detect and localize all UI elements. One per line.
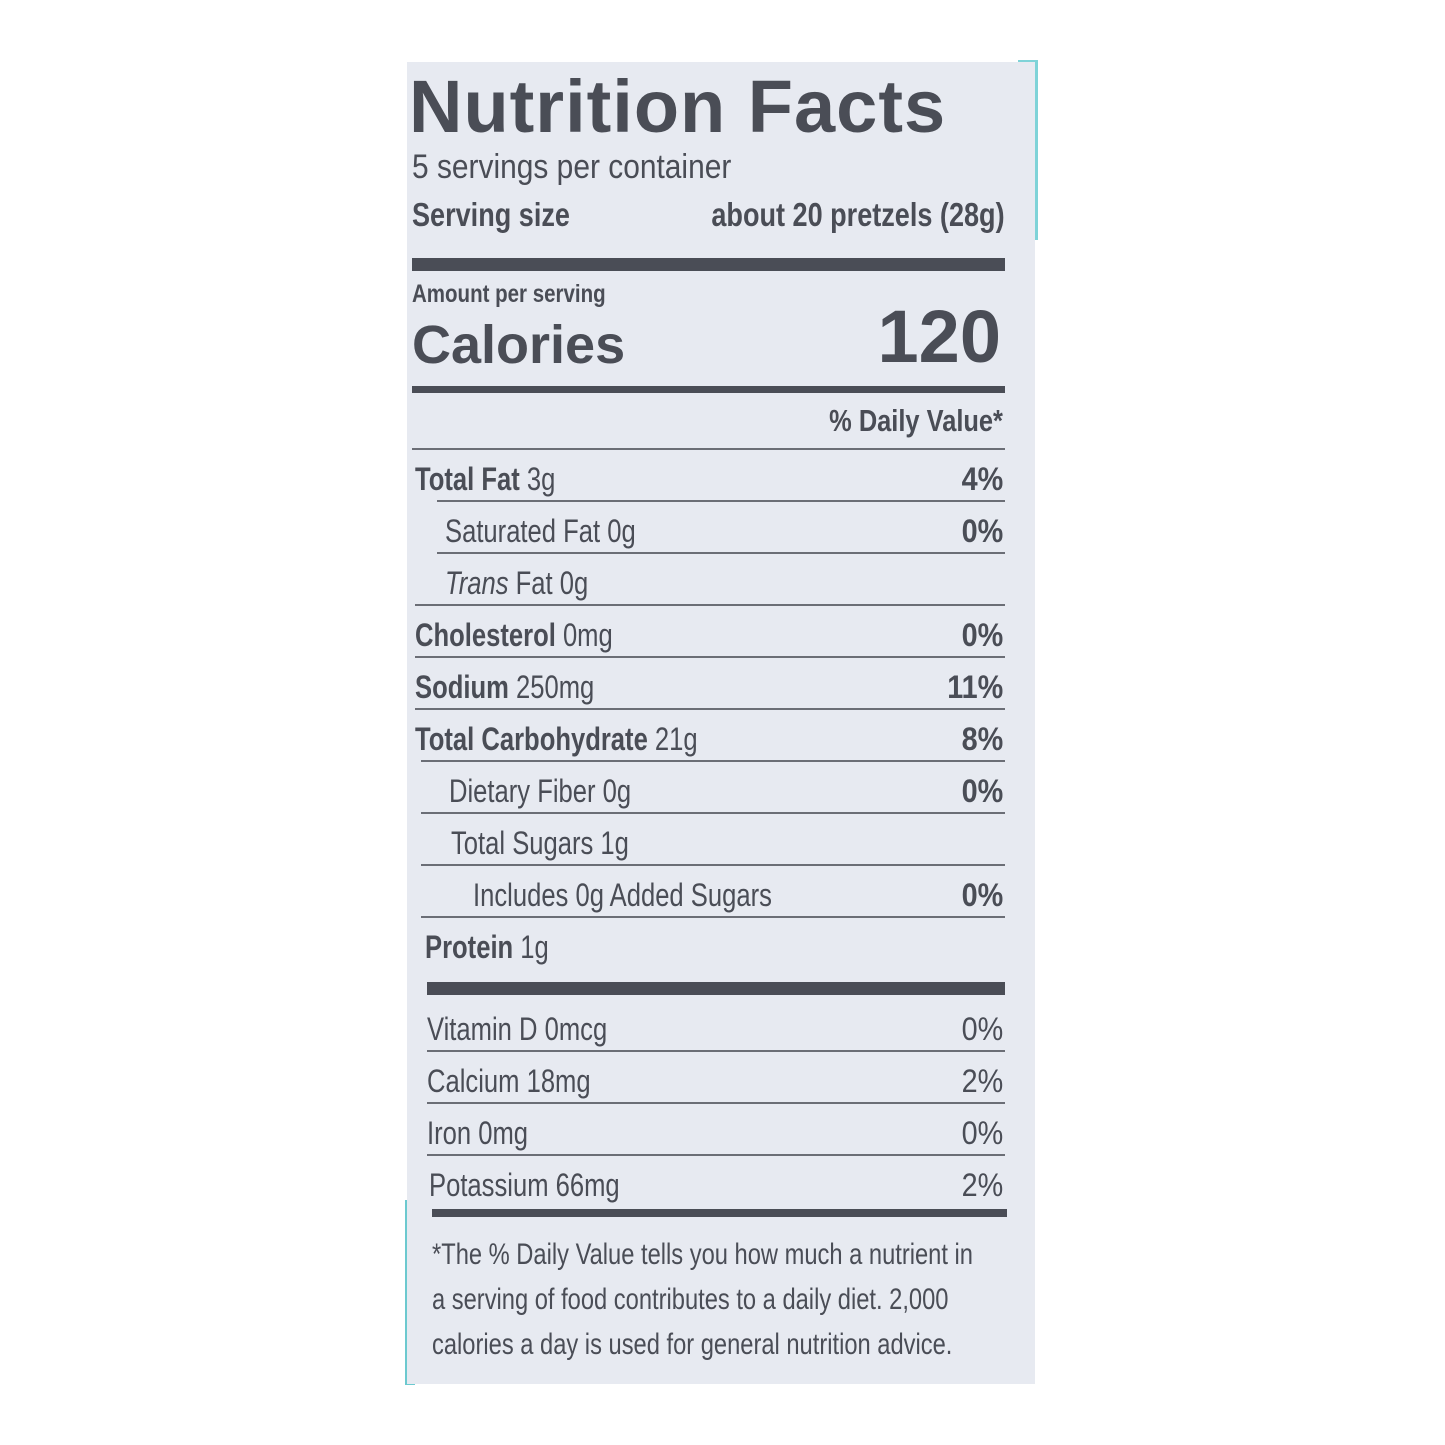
nutrient-dv: 4%: [961, 461, 1003, 497]
serving-size-label: Serving size: [412, 196, 570, 233]
nutrient-dv: 0%: [961, 773, 1003, 809]
nutrient-dv: 0%: [961, 877, 1003, 913]
nutrient-amount: 0g: [602, 773, 632, 809]
serving-size-value: about 20 pretzels (28g): [711, 196, 1005, 233]
nutrient-name: Sodium: [415, 669, 509, 705]
nutrient-amount: 21g: [654, 721, 698, 757]
vitamin-row-iron: Iron 0mg 0%: [407, 1106, 1035, 1156]
nutrient-row-cholesterol: Cholesterol 0mg 0%: [407, 608, 1035, 658]
vitamin-row-potassium: Potassium 66mg 2%: [407, 1158, 1035, 1208]
nutrient-amount: 0g: [607, 513, 636, 549]
nutrient-row-sodium: Sodium 250mg 11%: [407, 660, 1035, 710]
nutrient-row-protein: Protein 1g: [407, 920, 1035, 970]
divider-medium: [412, 386, 1005, 393]
footnote-line: a serving of food contributes to a daily…: [432, 1283, 949, 1316]
vitamin-name: Vitamin D: [427, 1011, 538, 1047]
nutrient-row-total-sugars: Total Sugars 1g: [407, 816, 1035, 866]
nutrient-name: Trans: [445, 565, 509, 601]
nutrient-row-total-fat: Total Fat 3g 4%: [407, 452, 1035, 502]
nutrient-amount: 1g: [600, 825, 629, 861]
nutrient-dv: 8%: [961, 721, 1003, 757]
calories-label: Calories: [412, 315, 626, 375]
nutrient-amount: 1g: [520, 929, 549, 965]
vitamin-amount: 66mg: [555, 1167, 620, 1203]
footnote-line: calories a day is used for general nutri…: [432, 1328, 953, 1361]
nutrient-name: Total Sugars: [451, 825, 594, 861]
nutrient-row-dietary-fiber: Dietary Fiber 0g 0%: [407, 764, 1035, 814]
calories-value: 120: [877, 295, 1001, 378]
footnote: *The % Daily Value tells you how much a …: [432, 1232, 1117, 1367]
vitamin-dv: 0%: [961, 1115, 1003, 1151]
divider-thick: [412, 258, 1005, 271]
nutrient-row-saturated-fat: Saturated Fat 0g 0%: [407, 504, 1035, 554]
nutrient-amount: Fat 0g: [515, 565, 589, 601]
nutrient-amount: 3g: [526, 461, 556, 497]
nutrient-amount: 250mg: [515, 669, 595, 705]
nutrition-facts-label: Nutrition Facts 5 servings per container…: [407, 62, 1035, 1384]
title: Nutrition Facts: [409, 65, 947, 148]
divider-medium: [432, 1209, 1007, 1217]
nutrient-row-trans-fat: Trans Fat 0g: [407, 556, 1035, 606]
nutrient-name: Total Fat: [415, 461, 520, 497]
vitamin-name: Potassium: [429, 1167, 549, 1203]
vitamin-amount: 0mg: [478, 1115, 529, 1151]
vitamin-amount: 18mg: [526, 1063, 591, 1099]
nutrient-dv: 0%: [961, 617, 1003, 653]
nutrient-row-added-sugars: Includes 0g Added Sugars 0%: [407, 868, 1035, 918]
vitamin-row-calcium: Calcium 18mg 2%: [407, 1054, 1035, 1104]
divider-thick: [427, 982, 1005, 995]
nutrient-amount: 0mg: [562, 617, 613, 653]
divider: [412, 448, 1005, 450]
vitamin-dv: 2%: [961, 1063, 1003, 1099]
daily-value-header: % Daily Value*: [829, 403, 1003, 438]
nutrient-name: Protein: [425, 929, 514, 965]
vitamin-dv: 0%: [961, 1011, 1003, 1047]
nutrient-row-total-carbohydrate: Total Carbohydrate 21g 8%: [407, 712, 1035, 762]
footnote-line: *The % Daily Value tells you how much a …: [432, 1238, 973, 1271]
nutrient-name: Cholesterol: [415, 617, 556, 653]
nutrient-dv: 11%: [946, 669, 1003, 705]
vitamin-name: Calcium: [427, 1063, 520, 1099]
nutrient-name: Includes 0g Added Sugars: [473, 877, 772, 913]
vitamin-amount: 0mcg: [544, 1011, 608, 1047]
amount-per-serving: Amount per serving: [412, 280, 606, 308]
vitamin-row-vitamin-d: Vitamin D 0mcg 0%: [407, 1002, 1035, 1052]
nutrient-name: Dietary Fiber: [449, 773, 596, 809]
nutrient-dv: 0%: [961, 513, 1003, 549]
servings-per-container: 5 servings per container: [412, 148, 732, 186]
vitamin-dv: 2%: [961, 1167, 1003, 1203]
nutrient-name: Total Carbohydrate: [415, 721, 648, 757]
nutrient-name: Saturated Fat: [445, 513, 601, 549]
vitamin-name: Iron: [427, 1115, 472, 1151]
